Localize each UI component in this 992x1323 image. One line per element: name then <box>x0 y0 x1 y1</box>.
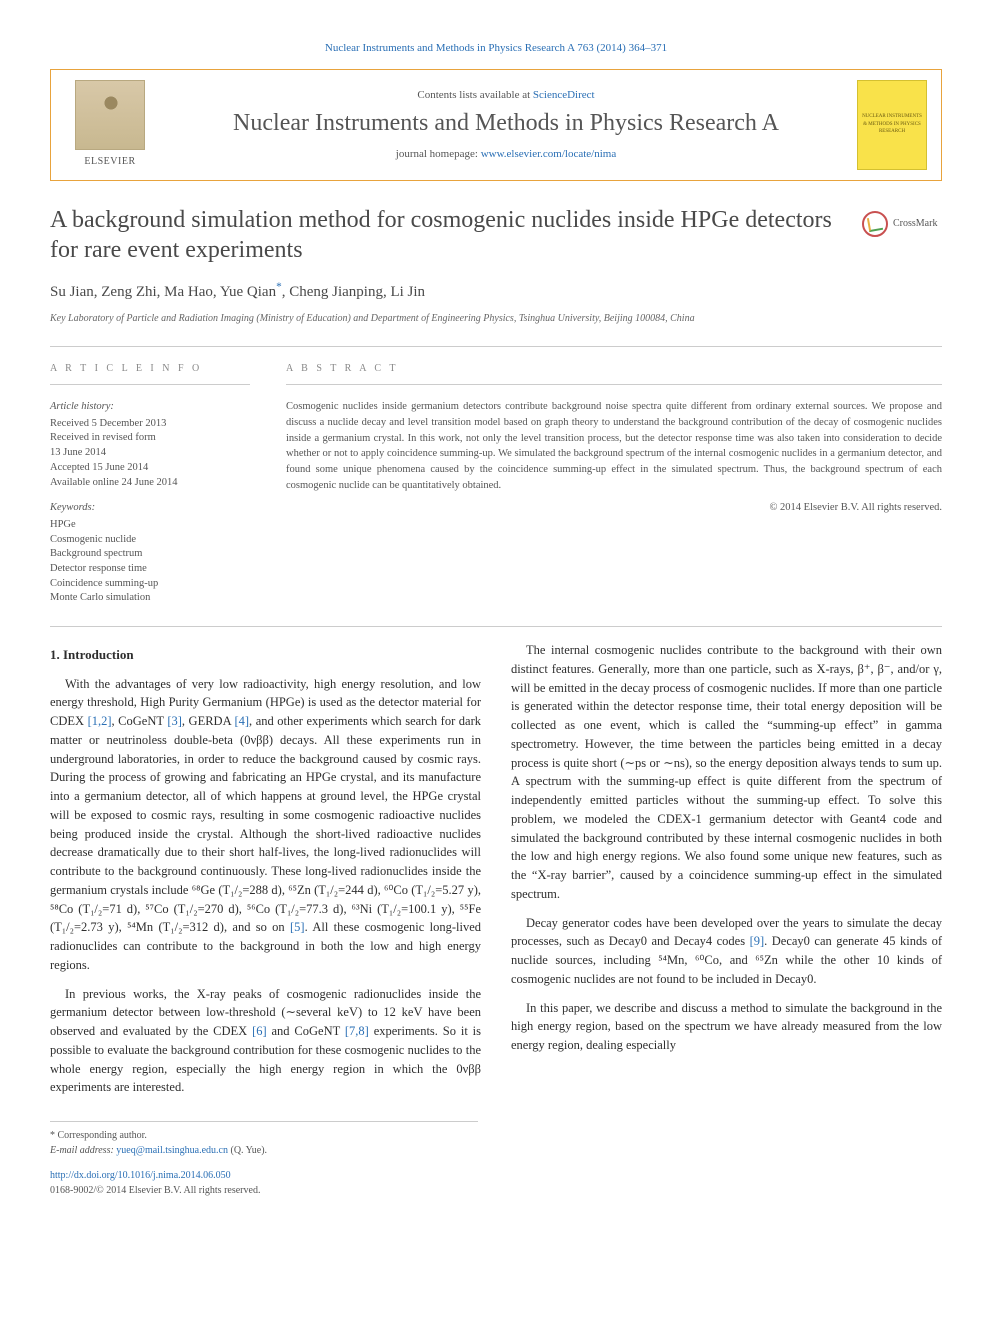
issn-line: 0168-9002/© 2014 Elsevier B.V. All right… <box>50 1183 942 1198</box>
p1b: , CoGeNT <box>112 714 168 728</box>
p2b: and CoGeNT <box>267 1024 345 1038</box>
history-item: Received in revised form <box>50 431 250 446</box>
abstract-heading: A B S T R A C T <box>286 361 942 376</box>
keyword-item: Monte Carlo simulation <box>50 591 250 606</box>
keyword-item: Coincidence summing-up <box>50 577 250 592</box>
authors-part1: Su Jian, Zeng Zhi, Ma Hao, Yue Qian <box>50 284 276 300</box>
publisher-block: ELSEVIER <box>65 80 155 169</box>
body-sep <box>50 626 942 627</box>
intro-p4: Decay generator codes have been develope… <box>511 914 942 989</box>
history-list: Received 5 December 2013 Received in rev… <box>50 417 250 490</box>
abstract-sep <box>286 384 942 385</box>
ref-link[interactable]: [5] <box>290 920 305 934</box>
intro-p5: In this paper, we describe and discuss a… <box>511 999 942 1055</box>
history-item: Available online 24 June 2014 <box>50 476 250 491</box>
journal-cover: NUCLEAR INSTRUMENTS & METHODS IN PHYSICS… <box>857 80 927 170</box>
email-link[interactable]: yueq@mail.tsinghua.edu.cn <box>116 1145 228 1156</box>
title-row: A background simulation method for cosmo… <box>50 205 942 265</box>
meta-row: A R T I C L E I N F O Article history: R… <box>50 361 942 606</box>
contents-line: Contents lists available at ScienceDirec… <box>165 87 847 104</box>
keyword-item: Background spectrum <box>50 547 250 562</box>
journal-header: ELSEVIER Contents lists available at Sci… <box>50 69 942 181</box>
email-tail: (Q. Yue). <box>228 1145 267 1156</box>
ref-link[interactable]: [4] <box>234 714 249 728</box>
copyright-line: © 2014 Elsevier B.V. All rights reserved… <box>286 500 942 516</box>
crossmark-icon <box>862 211 888 237</box>
history-item: 13 June 2014 <box>50 446 250 461</box>
p1d: , and other experiments which search for… <box>50 714 481 934</box>
journal-center: Contents lists available at ScienceDirec… <box>155 87 857 163</box>
ref-link[interactable]: [3] <box>167 714 182 728</box>
ref-link[interactable]: [1,2] <box>88 714 112 728</box>
keyword-item: Cosmogenic nuclide <box>50 533 250 548</box>
intro-p2: In previous works, the X-ray peaks of co… <box>50 985 481 1098</box>
sciencedirect-link[interactable]: ScienceDirect <box>533 89 595 101</box>
elsevier-logo <box>75 80 145 150</box>
crossmark-badge[interactable]: CrossMark <box>862 211 942 237</box>
info-sep <box>50 384 250 385</box>
doi-block: http://dx.doi.org/10.1016/j.nima.2014.06… <box>50 1168 942 1198</box>
journal-name: Nuclear Instruments and Methods in Physi… <box>165 109 847 138</box>
top-citation: Nuclear Instruments and Methods in Physi… <box>50 40 942 57</box>
intro-p1: With the advantages of very low radioact… <box>50 675 481 975</box>
ref-link[interactable]: [9] <box>750 934 765 948</box>
article-info: A R T I C L E I N F O Article history: R… <box>50 361 250 606</box>
top-citation-link[interactable]: Nuclear Instruments and Methods in Physi… <box>325 42 667 54</box>
homepage-prefix: journal homepage: <box>396 148 481 160</box>
email-line: E-mail address: yueq@mail.tsinghua.edu.c… <box>50 1143 478 1158</box>
abstract-text: Cosmogenic nuclides inside germanium det… <box>286 399 942 494</box>
homepage-line: journal homepage: www.elsevier.com/locat… <box>165 146 847 163</box>
separator <box>50 346 942 347</box>
keyword-item: Detector response time <box>50 562 250 577</box>
history-item: Accepted 15 June 2014 <box>50 461 250 476</box>
history-label: Article history: <box>50 399 250 415</box>
ref-link[interactable]: [7,8] <box>345 1024 369 1038</box>
email-label: E-mail address: <box>50 1145 116 1156</box>
article-title: A background simulation method for cosmo… <box>50 205 850 265</box>
abstract-block: A B S T R A C T Cosmogenic nuclides insi… <box>286 361 942 606</box>
intro-p3: The internal cosmogenic nuclides contrib… <box>511 641 942 904</box>
authors-line: Su Jian, Zeng Zhi, Ma Hao, Yue Qian*, Ch… <box>50 279 942 304</box>
doi-link[interactable]: http://dx.doi.org/10.1016/j.nima.2014.06… <box>50 1170 231 1181</box>
section-heading: 1. Introduction <box>50 645 481 665</box>
keyword-item: HPGe <box>50 518 250 533</box>
corresponding-note: * Corresponding author. <box>50 1128 478 1143</box>
authors-part2: , Cheng Jianping, Li Jin <box>282 284 425 300</box>
body-columns: 1. Introduction With the advantages of v… <box>50 641 942 1097</box>
p1c: , GERDA <box>182 714 235 728</box>
history-item: Received 5 December 2013 <box>50 417 250 432</box>
keywords-list: HPGe Cosmogenic nuclide Background spect… <box>50 518 250 606</box>
ref-link[interactable]: [6] <box>252 1024 267 1038</box>
homepage-link[interactable]: www.elsevier.com/locate/nima <box>481 148 617 160</box>
contents-prefix: Contents lists available at <box>417 89 532 101</box>
publisher-label: ELSEVIER <box>84 154 135 169</box>
info-heading: A R T I C L E I N F O <box>50 361 250 376</box>
cover-text: NUCLEAR INSTRUMENTS & METHODS IN PHYSICS… <box>862 113 922 136</box>
crossmark-label: CrossMark <box>893 216 937 231</box>
keywords-label: Keywords: <box>50 500 250 516</box>
affiliation: Key Laboratory of Particle and Radiation… <box>50 311 942 326</box>
footnotes: * Corresponding author. E-mail address: … <box>50 1121 478 1158</box>
